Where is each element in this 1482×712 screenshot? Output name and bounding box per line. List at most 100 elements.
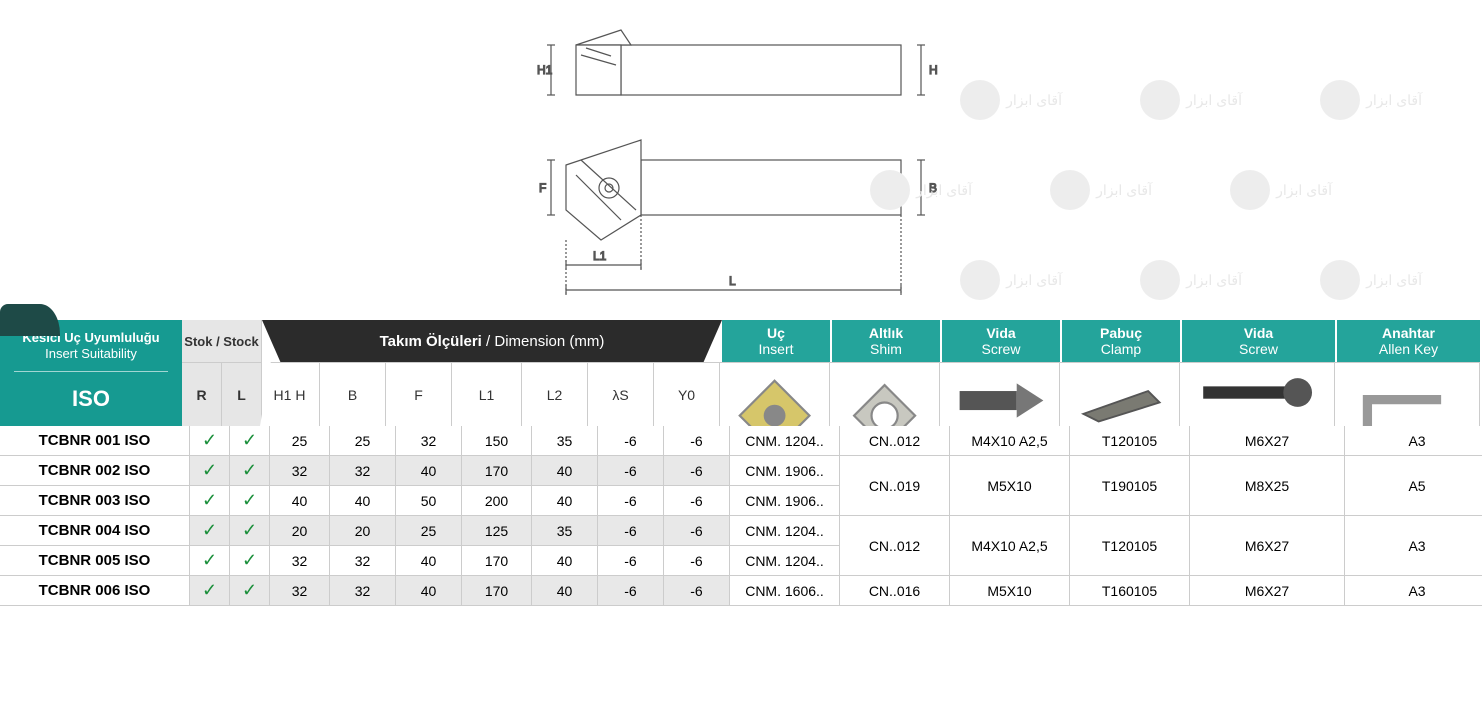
spec-table: Kesici Uç Uyumluluğu Insert Suitability …	[0, 320, 1482, 606]
dim-cell: 40	[396, 456, 462, 486]
h1h-cell: 40	[270, 486, 330, 516]
acc-screw1-cell: M4X10 A2,5	[950, 516, 1070, 576]
watermark: آقای ابزار	[1230, 170, 1332, 210]
model-cell: TCBNR 005 ISO	[0, 546, 190, 576]
h1h-cell: 32	[270, 546, 330, 576]
table-body: TCBNR 001 ISO✓✓25253215035-6-6CNM. 1204.…	[0, 426, 1482, 606]
dim-cell: -6	[664, 456, 730, 486]
model-cell: TCBNR 002 ISO	[0, 456, 190, 486]
insert-cell: CNM. 1204..	[730, 426, 840, 456]
dim-cell: 40	[532, 456, 598, 486]
insert-cell: CNM. 1906..	[730, 456, 840, 486]
acc-shim-cell: CN..016	[840, 576, 950, 606]
insert-cell: CNM. 1606..	[730, 576, 840, 606]
dim-cell: 35	[532, 426, 598, 456]
acc-clamp-cell: T120105	[1070, 516, 1190, 576]
acc-screw1-cell: M4X10 A2,5	[950, 426, 1070, 456]
acc-shim-cell: CN..012	[840, 516, 950, 576]
stock-r-check: ✓	[190, 546, 230, 576]
acc-clamp-cell: T120105	[1070, 426, 1190, 456]
table-row: TCBNR 002 ISO✓✓32324017040-6-6CNM. 1906.…	[0, 456, 840, 486]
dim-col-6: Y0	[654, 362, 720, 426]
dim-col-5: λS	[588, 362, 654, 426]
dim-cell: 40	[532, 486, 598, 516]
dim-col-3: L1	[452, 362, 522, 426]
dim-cell: 32	[330, 546, 396, 576]
dim-cell: 35	[532, 516, 598, 546]
acc-header-allen-key: AnahtarAllen Key	[1337, 320, 1482, 362]
acc-key-cell: A5	[1345, 456, 1482, 516]
acc-key-cell: A3	[1345, 576, 1482, 606]
dim-cell: 40	[532, 546, 598, 576]
watermark: آقای ابزار	[1050, 170, 1152, 210]
acc-screw2-cell: M6X27	[1190, 516, 1345, 576]
table-row: TCBNR 003 ISO✓✓40405020040-6-6CNM. 1906.…	[0, 486, 840, 516]
dimension-header: Takım Ölçüleri / Dimension (mm)	[262, 320, 722, 362]
acc-header-shim: AltlıkShim	[832, 320, 942, 362]
dim-col-2: F	[386, 362, 452, 426]
dim-cell: -6	[664, 486, 730, 516]
acc-header-insert: UçInsert	[722, 320, 832, 362]
accessory-headers: UçInsertAltlıkShimVidaScrewPabuçClampVid…	[722, 320, 1482, 362]
h1h-cell: 32	[270, 456, 330, 486]
dim-cell: 40	[330, 486, 396, 516]
acc-screw2-cell: M6X27	[1190, 426, 1345, 456]
stock-r-check: ✓	[190, 576, 230, 606]
stock-col-r: R	[182, 362, 222, 426]
acc-image-insert	[720, 362, 830, 426]
acc-clamp-cell: T190105	[1070, 456, 1190, 516]
stock-l-check: ✓	[230, 486, 270, 516]
iso-label: ISO	[0, 372, 182, 427]
dim-label-l1: L1	[593, 249, 607, 263]
acc-screw1-cell: M5X10	[950, 456, 1070, 516]
table-row: TCBNR 006 ISO✓✓32324017040-6-6CNM. 1606.…	[0, 576, 840, 606]
acc-image-shim	[830, 362, 940, 426]
watermark: آقای ابزار	[1140, 260, 1242, 300]
stock-l-check: ✓	[230, 516, 270, 546]
dim-cell: 170	[462, 546, 532, 576]
dim-cell: -6	[598, 456, 664, 486]
acc-image-screw	[1180, 362, 1335, 426]
dim-cell: -6	[664, 546, 730, 576]
stock-r-check: ✓	[190, 426, 230, 456]
dim-cell: 200	[462, 486, 532, 516]
stock-l-check: ✓	[230, 426, 270, 456]
dim-cell: 40	[532, 576, 598, 606]
stock-r-check: ✓	[190, 516, 230, 546]
h1h-cell: 20	[270, 516, 330, 546]
dim-cell: 170	[462, 576, 532, 606]
table-header-row-1: Kesici Uç Uyumluluğu Insert Suitability …	[0, 320, 1482, 426]
dim-col-4: L2	[522, 362, 588, 426]
watermark: آقای ابزار	[1140, 80, 1242, 120]
dim-label-l: L	[729, 274, 736, 288]
acc-screw1-cell: M5X10	[950, 576, 1070, 606]
dim-cell: -6	[664, 516, 730, 546]
acc-screw2-cell: M6X27	[1190, 576, 1345, 606]
dim-cell: -6	[598, 486, 664, 516]
acc-shim-cell: CN..012	[840, 426, 950, 456]
stock-r-check: ✓	[190, 486, 230, 516]
h1h-cell: 25	[270, 426, 330, 456]
table-row: TCBNR 004 ISO✓✓20202512535-6-6CNM. 1204.…	[0, 516, 840, 546]
acc-header-screw: VidaScrew	[942, 320, 1062, 362]
acc-image-clamp	[1060, 362, 1180, 426]
dim-cell: -6	[598, 576, 664, 606]
h1h-cell: 32	[270, 576, 330, 606]
tool-holder-diagram: H1 H F B L1	[481, 10, 1001, 310]
acc-image-allen-key	[1335, 362, 1480, 426]
stock-l-check: ✓	[230, 546, 270, 576]
acc-key-cell: A3	[1345, 516, 1482, 576]
dim-cell: -6	[598, 546, 664, 576]
dim-cell: 40	[396, 576, 462, 606]
dim-label-f: F	[539, 181, 546, 195]
acc-image-screw	[940, 362, 1060, 426]
stock-l-check: ✓	[230, 576, 270, 606]
watermark: آقای ابزار	[1320, 260, 1422, 300]
table-row: TCBNR 001 ISO✓✓25253215035-6-6CNM. 1204.…	[0, 426, 840, 456]
dim-cell: -6	[598, 516, 664, 546]
dim-col-1: B	[320, 362, 386, 426]
watermark: آقای ابزار	[1320, 80, 1422, 120]
dim-cell: 25	[330, 426, 396, 456]
dim-cell: -6	[664, 576, 730, 606]
acc-shim-cell: CN..019	[840, 456, 950, 516]
